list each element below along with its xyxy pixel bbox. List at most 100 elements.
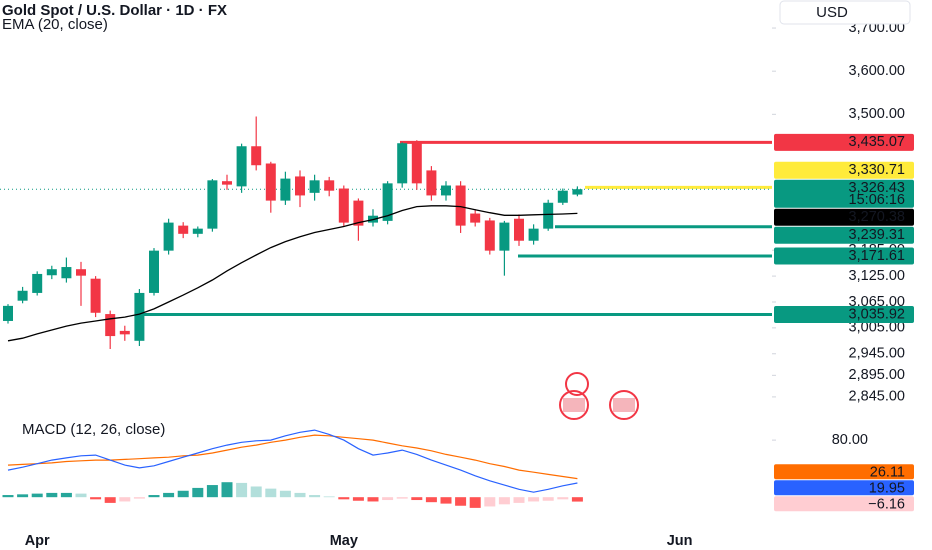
- histogram-bar: [528, 497, 540, 502]
- histogram-bar: [323, 496, 335, 498]
- histogram-bar: [455, 497, 467, 506]
- logo-icons: [559, 372, 639, 420]
- candle-body: [134, 292, 145, 341]
- candle-body: [382, 183, 393, 221]
- candle-body: [280, 178, 291, 201]
- candle-body: [3, 305, 13, 321]
- histogram-bar: [294, 492, 306, 498]
- price-label-text: 3,330.71: [849, 162, 905, 178]
- histogram-bar: [236, 482, 248, 498]
- histogram-bar: [513, 497, 525, 503]
- candle-body: [76, 269, 86, 276]
- histogram-bar: [265, 488, 277, 498]
- histogram-bar: [90, 497, 102, 500]
- y-tick-label: 3,005.00: [849, 320, 905, 336]
- plot-area: [0, 116, 772, 508]
- histogram-bar: [542, 497, 554, 501]
- price-label-box: [774, 179, 914, 208]
- candle-body: [222, 181, 232, 185]
- price-label-text: 3,435.07: [849, 134, 905, 150]
- currency-button[interactable]: [779, 0, 911, 25]
- histogram-bar: [309, 495, 321, 498]
- icon: [559, 390, 589, 420]
- price-label-text: 3,270.38: [849, 209, 905, 225]
- histogram-bar: [484, 497, 496, 507]
- price-label-box: [774, 306, 914, 324]
- histogram-bar: [498, 497, 510, 505]
- candle-body: [105, 314, 116, 337]
- histogram-bar: [75, 493, 87, 498]
- histogram-bar: [382, 497, 394, 501]
- price-label-box: [774, 133, 914, 151]
- currency[interactable]: USD: [816, 4, 848, 21]
- histogram-bar: [440, 497, 452, 504]
- candle-body: [149, 250, 159, 293]
- histogram-bar: [411, 497, 423, 501]
- histogram-bar: [425, 497, 437, 503]
- y-tick-label: 2,945.00: [849, 346, 905, 362]
- candle-body: [295, 176, 305, 196]
- candle-body: [499, 222, 510, 251]
- histogram-bar: [352, 497, 364, 501]
- candle-body: [309, 180, 320, 193]
- y-tick-label: 2,845.00: [849, 389, 905, 405]
- candle-body: [192, 228, 203, 234]
- price-label-text: 3,239.31: [849, 227, 905, 243]
- macd-line: [7, 429, 578, 493]
- histogram-bar: [148, 495, 160, 498]
- histogram-bar: [557, 497, 569, 500]
- candle-body: [324, 180, 335, 191]
- histogram-bar: [104, 497, 116, 503]
- price-label-text: 3,171.61: [849, 248, 905, 264]
- y-tick-label: 3,600.00: [849, 63, 905, 79]
- price-label-text: 3,326.43: [849, 180, 905, 196]
- price-label-box: [774, 247, 914, 265]
- candle-body: [557, 190, 568, 203]
- candle-body: [163, 222, 174, 251]
- histogram-bar: [192, 487, 204, 498]
- x-tick-label: Jun: [667, 533, 693, 549]
- histogram-bar: [221, 482, 233, 498]
- price-label-text: −6.16: [868, 497, 905, 513]
- price-label: 26.11: [774, 464, 914, 481]
- chart-title: Gold Spot / U.S. Dollar · 1D · FX: [2, 2, 227, 19]
- histogram-bar: [396, 497, 408, 499]
- candle-body: [514, 218, 524, 241]
- price-label-box: [774, 464, 914, 480]
- price-label-text: 19.95: [869, 481, 905, 497]
- candle-body: [119, 330, 130, 335]
- price-label-box: [774, 496, 914, 512]
- price-label: 3,270.38: [774, 208, 914, 226]
- y-tick-label: 80.00: [832, 432, 868, 448]
- histogram-bar: [31, 493, 43, 498]
- price-label-box: [774, 226, 914, 244]
- candle-body: [32, 273, 43, 293]
- histogram-bar: [367, 497, 379, 502]
- signal-line: [7, 434, 578, 480]
- candle-body: [484, 220, 495, 251]
- price-label-box: [774, 480, 914, 496]
- candle-body: [397, 143, 408, 184]
- candle-body: [411, 143, 422, 184]
- candle-body: [207, 180, 218, 229]
- histogram-bar: [338, 497, 350, 500]
- histogram-bar: [133, 497, 145, 499]
- price-label-text: 26.11: [870, 465, 905, 481]
- x-tick-label: Apr: [25, 533, 50, 549]
- price-axis: 2,845.00 2,895.00 2,945.00 3,005.00 3,065.00…: [772, 20, 914, 513]
- candle-body: [543, 202, 554, 229]
- candle-body: [353, 200, 364, 226]
- price-label: 19.95: [774, 480, 914, 497]
- candle-body: [90, 278, 101, 313]
- icon: [563, 398, 585, 412]
- icon: [565, 372, 589, 396]
- price-label: 3,435.07: [774, 133, 914, 151]
- y-tick-label: 2,895.00: [849, 367, 905, 383]
- histogram-bar: [279, 490, 291, 498]
- price-label: −6.16: [774, 496, 914, 513]
- indicator-label: EMA (20, close): [2, 16, 108, 33]
- histogram-bar: [469, 497, 481, 508]
- candle-body: [426, 170, 437, 196]
